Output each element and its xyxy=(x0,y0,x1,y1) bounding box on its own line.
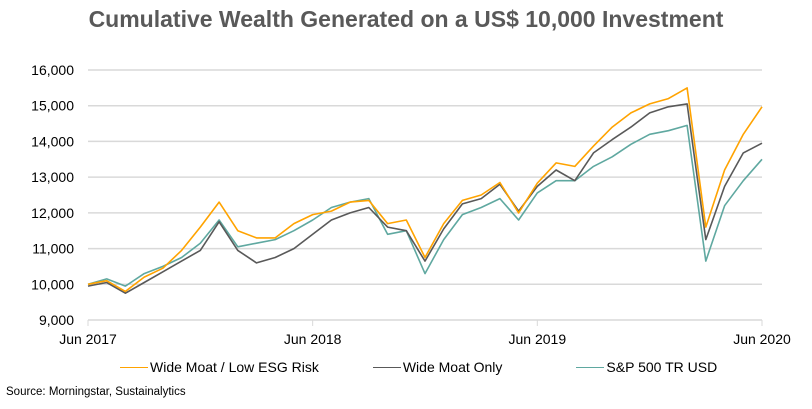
y-tick-label: 15,000 xyxy=(31,98,74,114)
y-tick-label: 10,000 xyxy=(31,276,74,292)
x-tick-label: Jun 2020 xyxy=(733,331,791,347)
y-tick-label: 9,000 xyxy=(39,312,74,328)
x-tick-label: Jun 2018 xyxy=(284,331,342,347)
chart-title: Cumulative Wealth Generated on a US$ 10,… xyxy=(88,6,724,32)
legend-label: Wide Moat / Low ESG Risk xyxy=(150,359,319,375)
y-tick-label: 16,000 xyxy=(31,62,74,78)
legend-swatch xyxy=(120,366,148,368)
x-tick-label: Jun 2017 xyxy=(59,331,117,347)
source-note: Source: Morningstar, Sustainalytics xyxy=(6,386,186,398)
series-line-2 xyxy=(87,124,763,287)
legend: Wide Moat / Low ESG Risk Wide Moat Only … xyxy=(120,359,717,375)
y-tick-label: 12,000 xyxy=(31,205,74,221)
legend-item: S&P 500 TR USD xyxy=(576,359,717,375)
legend-swatch xyxy=(576,366,605,368)
legend-label: Wide Moat Only xyxy=(402,359,503,375)
legend-label: S&P 500 TR USD xyxy=(606,359,718,375)
legend-item: Wide Moat Only xyxy=(372,359,503,375)
y-tick-label: 13,000 xyxy=(31,169,74,185)
y-tick-label: 11,000 xyxy=(32,241,74,257)
x-tick-label: Jun 2019 xyxy=(509,331,567,347)
legend-item: Wide Moat / Low ESG Risk xyxy=(120,359,319,375)
series-line-0 xyxy=(87,87,763,293)
series-line-1 xyxy=(87,103,763,295)
y-tick-label: 14,000 xyxy=(31,133,74,149)
legend-swatch xyxy=(372,366,401,368)
